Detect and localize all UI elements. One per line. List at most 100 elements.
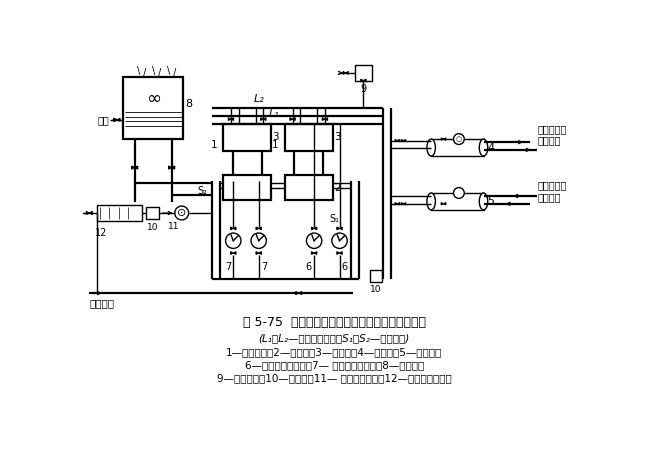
Text: /: / — [173, 68, 176, 78]
Polygon shape — [443, 203, 446, 205]
Text: 9—膨胀水箱；10—除污器；11— 电子水处理仪；12—冷却水循环水箱: 9—膨胀水箱；10—除污器；11— 电子水处理仪；12—冷却水循环水箱 — [216, 373, 452, 383]
Bar — [431, 193, 484, 210]
Polygon shape — [135, 166, 138, 169]
Polygon shape — [340, 227, 342, 230]
Polygon shape — [443, 138, 446, 140]
Text: 补水: 补水 — [98, 115, 110, 125]
Text: 12: 12 — [95, 227, 107, 238]
Polygon shape — [256, 227, 259, 230]
Polygon shape — [340, 252, 342, 254]
Bar — [223, 175, 271, 200]
Polygon shape — [363, 79, 366, 82]
Polygon shape — [343, 71, 346, 74]
Polygon shape — [114, 118, 117, 121]
Polygon shape — [395, 203, 397, 205]
Text: 6—冷冻水循环水泵；7— 冷却水循环水泵；8—冷却塔；: 6—冷冻水循环水泵；7— 冷却水循环水泵；8—冷却塔； — [244, 360, 424, 370]
Text: 7: 7 — [225, 262, 231, 272]
Polygon shape — [231, 252, 233, 254]
Polygon shape — [295, 292, 299, 295]
Polygon shape — [231, 118, 233, 120]
Text: /: / — [158, 68, 161, 78]
Text: 8: 8 — [186, 99, 192, 110]
Polygon shape — [228, 118, 231, 120]
Bar — [355, 65, 372, 81]
Bar — [223, 123, 271, 151]
Polygon shape — [259, 252, 261, 254]
Polygon shape — [337, 252, 340, 254]
Bar — [285, 123, 333, 151]
Text: L₁: L₁ — [269, 109, 280, 119]
Bar — [431, 139, 484, 156]
Polygon shape — [314, 252, 317, 254]
Polygon shape — [361, 79, 363, 82]
Bar — [97, 205, 141, 221]
Polygon shape — [263, 118, 266, 120]
Circle shape — [175, 206, 188, 220]
Text: 6: 6 — [306, 262, 312, 272]
Bar — [370, 270, 382, 282]
Polygon shape — [299, 292, 302, 295]
Text: 图 5-75  空调冷冻水、冷却水循环系统工艺流程图: 图 5-75 空调冷冻水、冷却水循环系统工艺流程图 — [243, 316, 426, 329]
Text: (L₁、L₂—冷冻供回水管；S₁、S₂—冷却水管): (L₁、L₂—冷冻供回水管；S₁、S₂—冷却水管) — [259, 333, 409, 343]
Polygon shape — [293, 118, 295, 120]
Polygon shape — [401, 203, 404, 205]
Polygon shape — [132, 166, 135, 169]
Ellipse shape — [479, 139, 488, 156]
Polygon shape — [312, 252, 314, 254]
Circle shape — [332, 233, 348, 248]
Ellipse shape — [479, 193, 488, 210]
Polygon shape — [256, 252, 259, 254]
Text: 1: 1 — [272, 140, 278, 150]
Text: 3: 3 — [273, 132, 279, 142]
Text: \: \ — [136, 66, 140, 76]
Text: 接软化水: 接软化水 — [89, 298, 114, 308]
Text: ⊙: ⊙ — [177, 208, 186, 218]
Text: 11: 11 — [168, 222, 180, 231]
Polygon shape — [117, 118, 120, 121]
Text: 10: 10 — [370, 285, 381, 295]
Text: 1—冷水机组；2—冷凝器；3—蒸发器；4—分水器；5—集水器；: 1—冷水机组；2—冷凝器；3—蒸发器；4—分水器；5—集水器； — [226, 347, 442, 357]
Polygon shape — [89, 212, 93, 214]
Text: /: / — [143, 68, 146, 78]
Text: 1: 1 — [211, 140, 217, 150]
Polygon shape — [337, 227, 340, 230]
Text: 6: 6 — [342, 262, 348, 272]
Ellipse shape — [427, 193, 436, 210]
Polygon shape — [261, 118, 263, 120]
Text: 9: 9 — [361, 83, 366, 94]
Polygon shape — [233, 227, 236, 230]
Text: 4: 4 — [488, 143, 494, 152]
Text: L₂: L₂ — [254, 94, 264, 103]
Text: 来自空调设
备回水管: 来自空调设 备回水管 — [537, 181, 567, 202]
Polygon shape — [401, 139, 404, 142]
Text: S₂: S₂ — [198, 185, 208, 196]
Circle shape — [306, 233, 322, 248]
Polygon shape — [397, 203, 400, 205]
Polygon shape — [404, 139, 406, 142]
Ellipse shape — [427, 139, 436, 156]
Text: 10: 10 — [147, 223, 158, 232]
Polygon shape — [86, 212, 89, 214]
Text: 送至空调设
备供水管: 送至空调设 备供水管 — [537, 123, 567, 145]
Text: ∞: ∞ — [145, 90, 160, 108]
Polygon shape — [404, 203, 406, 205]
Polygon shape — [441, 203, 443, 205]
Text: \: \ — [167, 66, 170, 76]
Circle shape — [454, 134, 464, 144]
Polygon shape — [290, 118, 293, 120]
Text: 2: 2 — [334, 183, 341, 192]
Polygon shape — [395, 139, 397, 142]
Polygon shape — [312, 227, 314, 230]
Text: ○: ○ — [456, 136, 462, 142]
Polygon shape — [171, 166, 175, 169]
Polygon shape — [169, 166, 171, 169]
Polygon shape — [233, 252, 236, 254]
Polygon shape — [441, 138, 443, 140]
Bar — [285, 175, 333, 200]
Text: S₁: S₁ — [329, 214, 340, 224]
Polygon shape — [346, 71, 348, 74]
Text: \: \ — [151, 66, 155, 76]
Polygon shape — [259, 227, 261, 230]
Polygon shape — [314, 227, 317, 230]
Circle shape — [251, 233, 267, 248]
